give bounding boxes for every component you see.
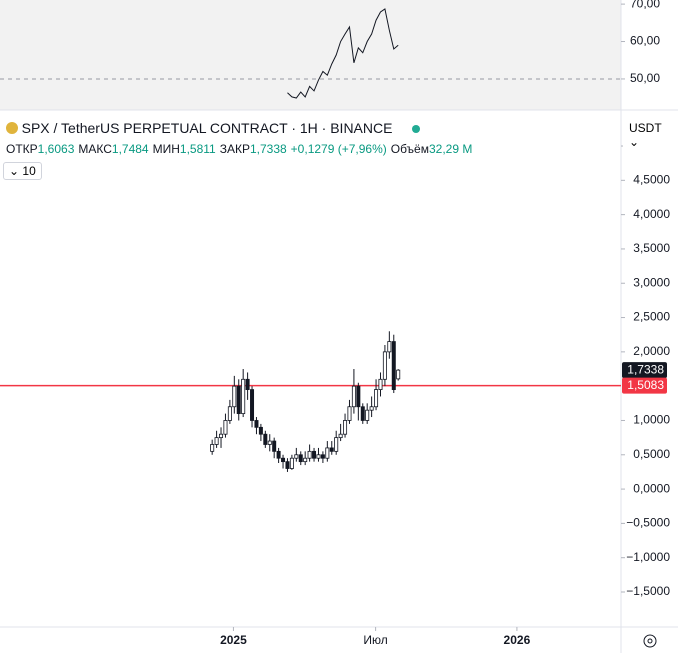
- y-tick-label: 2,5000: [633, 310, 670, 324]
- symbol-title[interactable]: SPX / TetherUS PERPETUAL CONTRACT · 1H ·…: [21, 120, 393, 136]
- y-tick-label: 50,00: [630, 71, 660, 85]
- currency: USDT: [629, 121, 662, 135]
- candle-body: [289, 457, 294, 469]
- candle-body: [356, 385, 361, 408]
- candle-body: [351, 385, 356, 408]
- candle-body: [210, 444, 215, 452]
- candle-body: [227, 406, 232, 421]
- candle-body: [272, 440, 277, 452]
- volume: 32,29 M: [428, 142, 473, 156]
- candle-body: [276, 450, 281, 459]
- ohlc-row: ОТКР1,6063 МАКС1,7484 МИН1,5811 ЗАКР1,7338 +…: [6, 142, 472, 156]
- change: +0,1279 (+7,96%): [290, 142, 387, 156]
- candle-body: [365, 409, 370, 421]
- candle-body: [254, 420, 259, 428]
- candle-body: [267, 440, 272, 445]
- y-tick-label: 0,0000: [633, 481, 670, 495]
- settings-icon[interactable]: [643, 634, 657, 648]
- candle-body: [374, 389, 379, 408]
- indicator-toggle[interactable]: ⌄ 10: [3, 162, 42, 180]
- y-tick-label: −0,5000: [626, 516, 670, 530]
- last-price-box: [622, 362, 667, 379]
- candle-body: [382, 351, 387, 380]
- y-tick-label: 3,0000: [633, 275, 670, 289]
- ohlc-label: МАКС: [78, 142, 112, 156]
- candle-body: [378, 378, 383, 390]
- candle-body: [263, 433, 268, 445]
- ohlc-label: ЗАКР: [219, 142, 250, 156]
- y-tick-label: −1,5000: [626, 584, 670, 598]
- candle-body: [329, 447, 334, 452]
- candle-body: [316, 454, 321, 459]
- candle-body: [360, 406, 365, 421]
- ohlc-value: 1,7338: [249, 142, 287, 156]
- indicator-count: 10: [22, 164, 36, 178]
- candle-body: [294, 454, 299, 459]
- y-tick-label: 4,0000: [633, 207, 670, 221]
- y-tick-label: 2,0000: [633, 344, 670, 358]
- candle-body: [250, 389, 255, 421]
- status-dot: [412, 125, 421, 133]
- indicator-pane: [0, 0, 621, 110]
- candle-body: [307, 450, 312, 459]
- candle-body: [245, 378, 250, 390]
- ohlc-value: 1,5811: [179, 142, 216, 156]
- candle-body: [312, 450, 317, 459]
- candle-body: [387, 341, 392, 353]
- last-price-label: 1,7338: [627, 362, 664, 376]
- candle-body: [298, 454, 303, 463]
- y-tick-label: 60,00: [630, 34, 660, 48]
- candle-body: [369, 406, 374, 411]
- candle-body: [325, 447, 330, 459]
- currency-button[interactable]: USDT ⌄: [623, 119, 678, 151]
- candle-body: [214, 437, 219, 445]
- candle-body: [303, 457, 308, 463]
- ohlc-label: МИН: [152, 142, 180, 156]
- candle-body: [223, 420, 228, 435]
- y-tick-label: 70,00: [630, 0, 660, 10]
- y-tick-label: 4,5000: [633, 173, 670, 187]
- candle-body: [338, 433, 343, 439]
- candle-body: [391, 341, 396, 390]
- candle-body: [347, 406, 352, 421]
- candle-body: [241, 378, 246, 415]
- ohlc-label: ОТКР: [6, 142, 38, 156]
- ohlc-value: 1,6063: [37, 142, 75, 156]
- settings-icon: [647, 638, 653, 644]
- x-tick-label: 2026: [504, 633, 531, 647]
- candle-body: [396, 369, 401, 380]
- alert-price-box: [622, 377, 667, 394]
- symbol-icon: [6, 122, 18, 134]
- y-tick-label: −1,0000: [626, 550, 670, 564]
- symbol-row: SPX / TetherUS PERPETUAL CONTRACT · 1H ·…: [6, 120, 421, 136]
- y-tick-label: 0,5000: [633, 447, 670, 461]
- candle-body: [343, 420, 348, 435]
- candle-body: [334, 437, 339, 452]
- candle-body: [219, 433, 224, 439]
- volume-label: Объём: [390, 142, 429, 156]
- candle-body: [232, 385, 237, 408]
- ohlc-value: 1,7484: [111, 142, 149, 156]
- alert-price-label: 1,5083: [627, 378, 664, 392]
- candle-body: [258, 426, 263, 435]
- candle-body: [320, 454, 325, 459]
- candle-body: [285, 461, 290, 469]
- indicator-line: [287, 8, 399, 99]
- candle-body: [281, 457, 286, 463]
- x-tick-label: Июл: [363, 633, 387, 647]
- candle-body: [236, 385, 241, 415]
- y-tick-label: 3,5000: [633, 241, 670, 255]
- x-tick-label: 2025: [220, 633, 247, 647]
- y-tick-label: 1,0000: [633, 413, 670, 427]
